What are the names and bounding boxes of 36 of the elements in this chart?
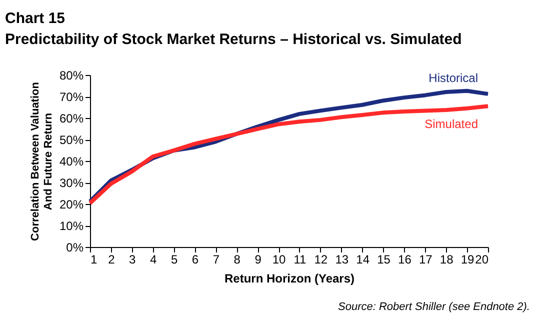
y-tick-label: 40% xyxy=(59,154,84,168)
x-tick-label: 8 xyxy=(234,252,241,266)
series-label: Simulated xyxy=(424,117,478,132)
x-tick-label: 17 xyxy=(418,252,433,266)
x-tick-label: 6 xyxy=(192,252,199,266)
y-axis-title: Correlation Between Valuation And Future Return xyxy=(29,82,54,241)
x-tick-label: 16 xyxy=(398,252,412,266)
y-tick-label: 50% xyxy=(59,133,84,147)
y-tick-label: 80% xyxy=(59,68,84,82)
x-tick-label: 18 xyxy=(440,252,454,266)
chart-title: Chart 15 xyxy=(5,10,66,27)
y-tick-label: 70% xyxy=(59,90,84,104)
x-tick-label: 10 xyxy=(272,252,286,266)
x-tick-label: 3 xyxy=(129,252,136,266)
y-tick-label: 20% xyxy=(59,198,84,212)
x-tick-label: 11 xyxy=(294,252,307,266)
x-tick-label: 1 xyxy=(90,252,98,266)
x-tick-label: 15 xyxy=(377,252,391,266)
x-tick-label: 4 xyxy=(150,252,157,266)
x-tick-label: 19 xyxy=(460,252,475,266)
x-tick-label: 12 xyxy=(314,252,328,266)
y-tick-label: 0% xyxy=(66,240,84,254)
y-tick-label: 10% xyxy=(59,219,84,233)
x-tick-label: 9 xyxy=(254,252,262,266)
source-note: Source: Robert Shiller (see Endnote 2). xyxy=(338,301,530,313)
x-tick-label: 2 xyxy=(108,252,116,266)
y-tick-label: 30% xyxy=(59,176,84,190)
series-label: Historical xyxy=(428,70,478,85)
x-tick-label: 14 xyxy=(356,252,370,266)
chart-subtitle: Predictability of Stock Market Returns – Historical vs. Simulated xyxy=(5,31,462,48)
x-tick-label: 5 xyxy=(170,252,178,266)
x-tick-label: 13 xyxy=(335,252,349,266)
x-axis-title: Return Horizon (Years) xyxy=(224,272,355,286)
y-tick-label: 60% xyxy=(59,112,84,126)
x-tick-label: 7 xyxy=(212,252,220,266)
x-tick-label: 20 xyxy=(475,252,489,266)
